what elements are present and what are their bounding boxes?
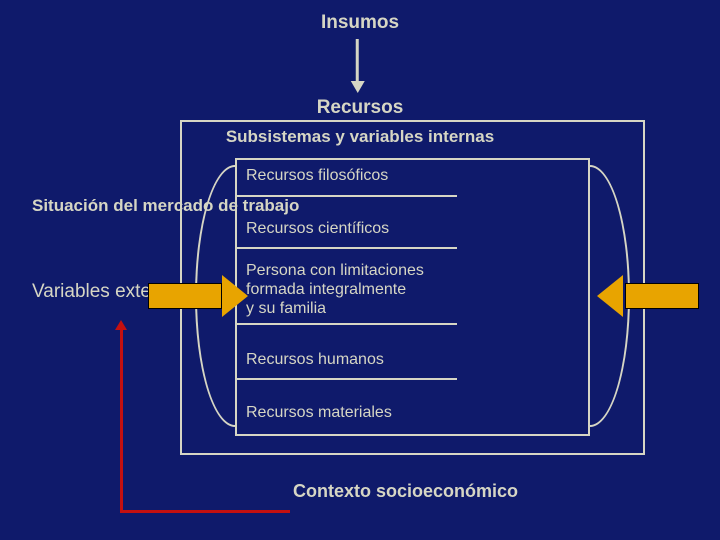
red-arrow-vertical — [120, 328, 123, 513]
subtitle-subsistemas: Subsistemas y variables internas — [226, 127, 494, 147]
inner-label-cientificos: Recursos científicos — [246, 219, 389, 238]
inner-label-humanos: Recursos humanos — [246, 350, 384, 369]
red-arrow-head — [115, 320, 127, 330]
inner-label-filosoficos: Recursos filosóficos — [246, 166, 388, 185]
inner-divider-2 — [237, 247, 457, 249]
red-arrow-horizontal — [120, 510, 290, 513]
side-label-situacion: Situación del mercado de trabajo — [32, 195, 299, 216]
title-insumos: Insumos — [321, 12, 399, 34]
bottom-label-contexto: Contexto socioeconómico — [293, 481, 518, 502]
title-recursos: Recursos — [317, 97, 404, 119]
inner-label-persona: Persona con limitaciones formada integra… — [246, 261, 424, 319]
inner-divider-3 — [237, 323, 457, 325]
arrow-insumos-to-recursos — [356, 39, 365, 93]
inner-label-materiales: Recursos materiales — [246, 403, 392, 422]
inner-divider-4 — [237, 378, 457, 380]
